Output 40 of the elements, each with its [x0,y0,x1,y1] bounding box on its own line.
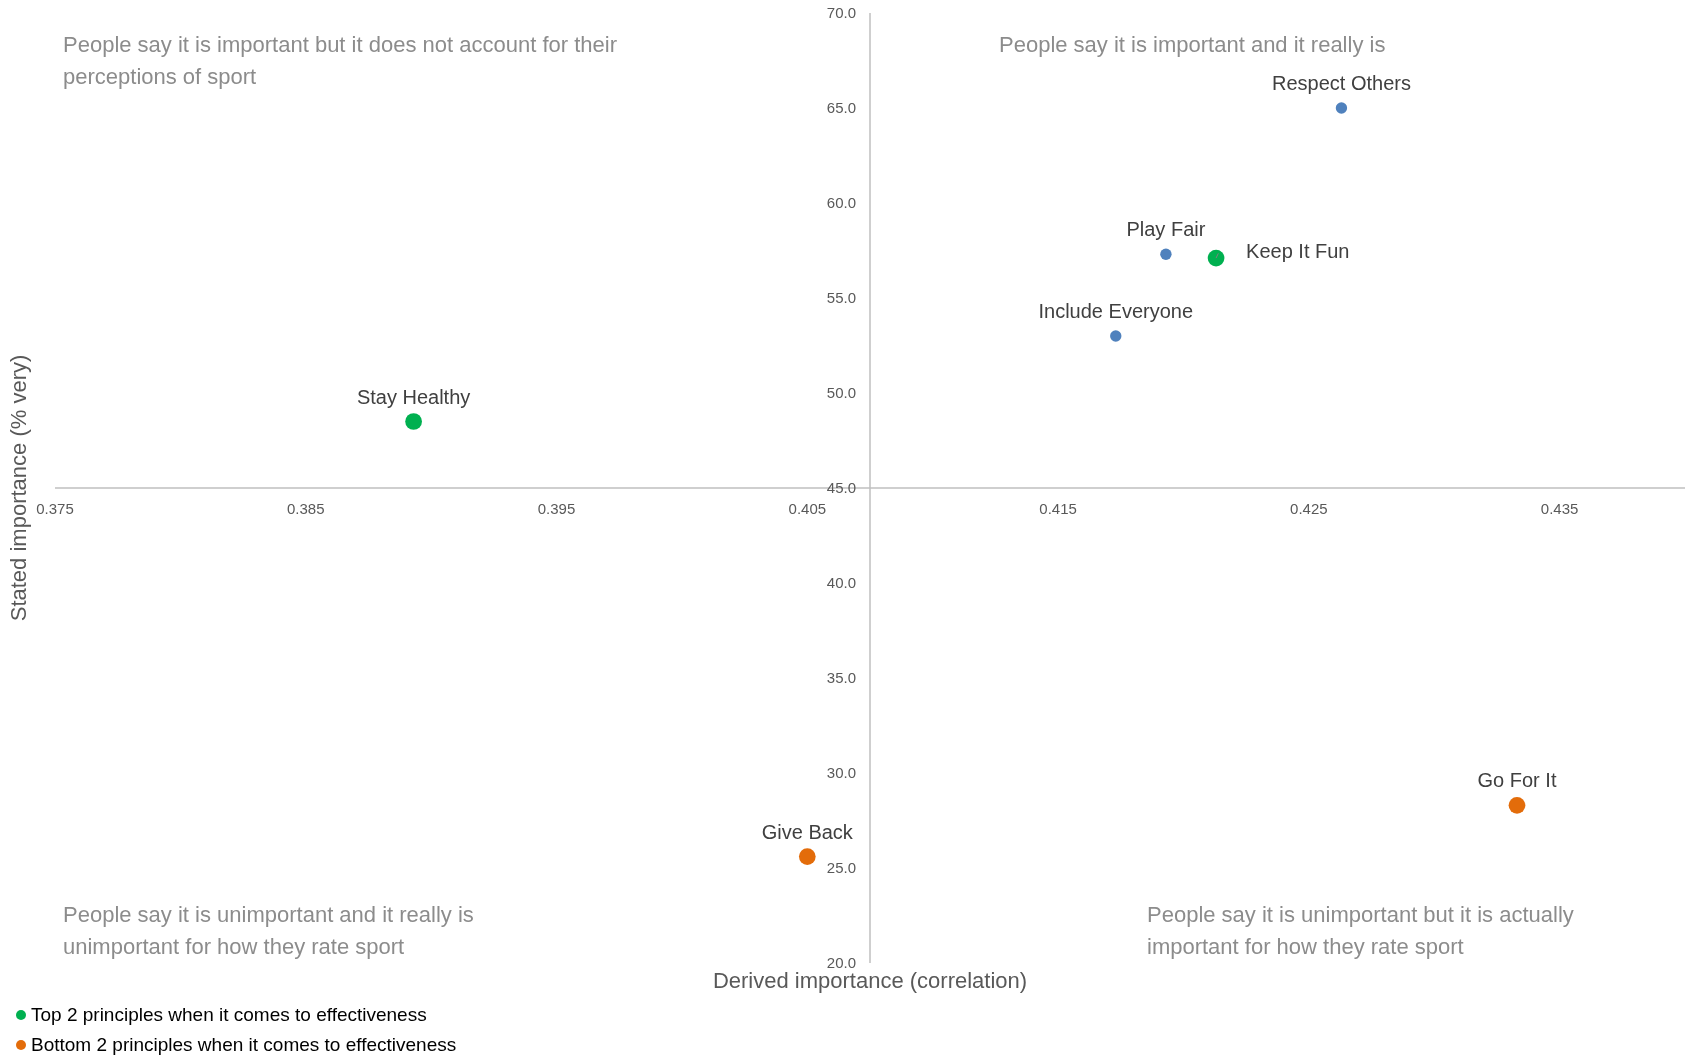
x-tick-label: 0.435 [1540,500,1579,517]
point [1335,102,1348,114]
point [1508,796,1526,814]
y-tick-label: 45.0 [826,479,856,496]
y-tick-label: 25.0 [826,859,856,876]
y-tick-label: 40.0 [826,574,856,591]
y-tick-label: 55.0 [826,289,856,306]
x-tick-label: 0.395 [537,500,576,517]
x-tick-label: 0.385 [287,500,325,517]
y-tick-label: 35.0 [826,669,856,686]
y-tick-label: 70.0 [826,4,856,21]
annotation: Stay Healthy [356,385,471,408]
y-tick-label: 30.0 [826,764,856,781]
y-tick-label: 50.0 [826,384,856,401]
annotation: Give Back [761,820,854,843]
x-axis-title: Derived importance (correlation) [712,968,1028,993]
x-tick-label: 0.375 [36,500,74,517]
annotation: People say it is unimportant and it really is unimportant for how they rate sport [63,902,474,959]
annotation: Keep It Fun [1246,240,1350,263]
y-tick-label: 20.0 [826,954,856,971]
point [1160,248,1172,260]
legend-label: Top 2 principles when it comes to effectiveness [31,1004,427,1025]
point [1110,330,1122,342]
annotation: Play Fair [1126,218,1206,241]
legend-label: Bottom 2 principles when it comes to effectiveness [31,1034,457,1055]
point [1207,249,1225,267]
point [798,848,816,865]
annotation: Respect Others [1271,72,1411,94]
annotation: People say it is important and it really is [999,32,1386,57]
annotation: Go For It [1477,769,1557,792]
point [405,413,422,430]
x-tick-label: 0.415 [1039,500,1077,517]
x-tick-label: 0.405 [788,500,827,517]
annotation: People say it is unimportant but it is actually important for how they rate sport [1147,902,1574,959]
y-tick-label: 60.0 [826,194,856,211]
x-tick-label: 0.425 [1290,500,1328,517]
annotation: People say it is important but it does not account for their perceptions of sport [63,32,617,89]
y-tick-label: 65.0 [826,99,856,116]
y-axis-title: Stated importance (% very) [6,354,31,622]
annotation: Include Everyone [1038,300,1194,322]
